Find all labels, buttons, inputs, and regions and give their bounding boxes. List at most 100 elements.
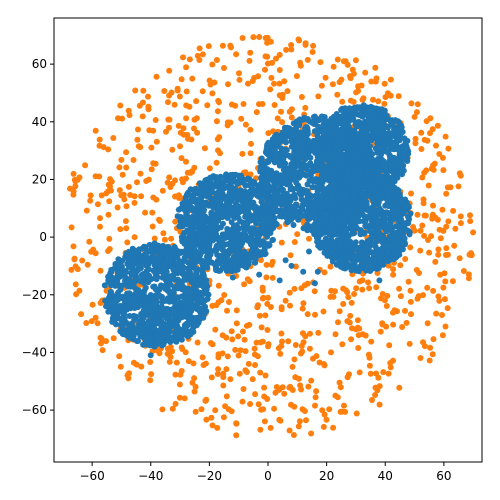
scatter-point-orange bbox=[411, 113, 418, 120]
scatter-point-orange bbox=[320, 308, 327, 315]
scatter-point-blue bbox=[108, 289, 115, 296]
scatter-point-orange bbox=[390, 321, 397, 328]
scatter-point-blue bbox=[146, 335, 153, 342]
scatter-point-blue bbox=[201, 290, 208, 297]
scatter-point-blue bbox=[178, 336, 185, 343]
scatter-point-orange bbox=[359, 286, 366, 293]
scatter-point-blue bbox=[210, 226, 217, 233]
scatter-point-orange bbox=[264, 300, 271, 307]
scatter-point-orange bbox=[209, 90, 216, 97]
scatter-point-blue bbox=[283, 190, 290, 197]
scatter-point-blue bbox=[304, 190, 311, 197]
scatter-point-orange bbox=[402, 256, 409, 262]
scatter-point-orange bbox=[312, 311, 318, 318]
scatter-point-orange bbox=[256, 101, 262, 108]
scatter-point-blue bbox=[202, 262, 209, 269]
scatter-point-blue bbox=[168, 296, 175, 303]
scatter-point-orange bbox=[159, 406, 166, 413]
scatter-point-orange bbox=[436, 151, 443, 157]
scatter-point-orange bbox=[332, 331, 339, 338]
scatter-point-orange bbox=[106, 235, 113, 242]
scatter-point-orange bbox=[252, 362, 258, 368]
scatter-point-blue bbox=[367, 105, 374, 112]
scatter-point-orange bbox=[377, 328, 384, 335]
scatter-point-orange bbox=[213, 118, 220, 125]
scatter-point-orange bbox=[79, 257, 86, 264]
scatter-point-blue bbox=[144, 321, 151, 328]
scatter-point-blue bbox=[230, 239, 237, 246]
scatter-point-blue bbox=[243, 211, 250, 218]
scatter-point-blue bbox=[289, 138, 296, 145]
scatter-point-blue bbox=[271, 188, 278, 195]
scatter-point-blue bbox=[209, 204, 216, 210]
scatter-point-orange bbox=[334, 91, 341, 98]
scatter-point-orange bbox=[257, 257, 264, 264]
scatter-point-orange bbox=[442, 323, 449, 330]
scatter-point-orange bbox=[449, 278, 456, 285]
plot-points bbox=[67, 34, 477, 439]
scatter-point-orange bbox=[233, 307, 240, 314]
scatter-point-orange bbox=[229, 336, 236, 343]
scatter-point-blue bbox=[298, 150, 304, 157]
scatter-point-orange bbox=[209, 61, 216, 68]
scatter-point-blue bbox=[192, 223, 199, 230]
scatter-point-blue bbox=[376, 119, 383, 126]
scatter-point-orange bbox=[412, 135, 419, 142]
scatter-point-orange bbox=[214, 424, 221, 431]
scatter-point-orange bbox=[241, 336, 248, 343]
scatter-point-orange bbox=[105, 248, 112, 254]
scatter-point-orange bbox=[299, 406, 306, 413]
scatter-point-orange bbox=[353, 410, 360, 417]
scatter-point-blue bbox=[236, 193, 243, 200]
scatter-point-orange bbox=[298, 94, 305, 100]
scatter-point-orange bbox=[426, 357, 433, 364]
scatter-point-orange bbox=[245, 360, 252, 367]
scatter-point-orange bbox=[246, 321, 253, 328]
scatter-point-orange bbox=[268, 74, 275, 81]
scatter-point-orange bbox=[417, 355, 424, 361]
scatter-point-blue bbox=[187, 308, 194, 315]
scatter-point-orange bbox=[402, 307, 408, 314]
scatter-point-orange bbox=[207, 81, 214, 88]
scatter-point-blue bbox=[384, 123, 390, 130]
scatter-point-orange bbox=[259, 295, 266, 302]
scatter-point-orange bbox=[247, 126, 254, 133]
scatter-point-orange bbox=[145, 176, 152, 183]
scatter-point-blue bbox=[137, 333, 144, 340]
scatter-point-orange bbox=[241, 281, 248, 288]
scatter-point-orange bbox=[237, 347, 244, 354]
scatter-point-blue bbox=[280, 156, 287, 163]
scatter-point-orange bbox=[373, 284, 380, 291]
scatter-point-blue bbox=[232, 266, 238, 273]
scatter-point-blue bbox=[274, 208, 281, 215]
scatter-point-orange bbox=[408, 311, 414, 318]
scatter-point-orange bbox=[421, 343, 428, 350]
scatter-point-orange bbox=[192, 383, 199, 390]
scatter-point-blue bbox=[382, 165, 389, 172]
scatter-point-blue bbox=[387, 163, 394, 170]
scatter-point-orange bbox=[273, 55, 279, 62]
scatter-point-orange bbox=[434, 122, 441, 129]
scatter-point-orange bbox=[356, 325, 363, 332]
scatter-point-blue bbox=[144, 278, 151, 285]
scatter-point-blue bbox=[148, 242, 155, 249]
scatter-point-orange bbox=[368, 78, 375, 85]
scatter-point-blue bbox=[328, 166, 335, 173]
scatter-point-orange bbox=[381, 80, 388, 87]
scatter-point-orange bbox=[387, 364, 394, 371]
scatter-point-blue bbox=[215, 197, 222, 204]
scatter-point-orange bbox=[286, 108, 293, 115]
scatter-point-orange bbox=[387, 76, 394, 83]
scatter-point-orange bbox=[232, 346, 239, 353]
scatter-point-orange bbox=[259, 287, 266, 294]
scatter-point-blue bbox=[109, 306, 116, 313]
scatter-point-blue bbox=[154, 242, 161, 249]
scatter-point-orange bbox=[130, 157, 137, 163]
scatter-point-orange bbox=[335, 319, 341, 326]
scatter-point-blue bbox=[348, 115, 355, 122]
scatter-point-orange bbox=[457, 220, 464, 227]
scatter-point-orange bbox=[123, 203, 130, 210]
scatter-point-orange bbox=[214, 108, 221, 115]
scatter-point-blue bbox=[281, 129, 288, 136]
scatter-point-orange bbox=[347, 75, 354, 82]
